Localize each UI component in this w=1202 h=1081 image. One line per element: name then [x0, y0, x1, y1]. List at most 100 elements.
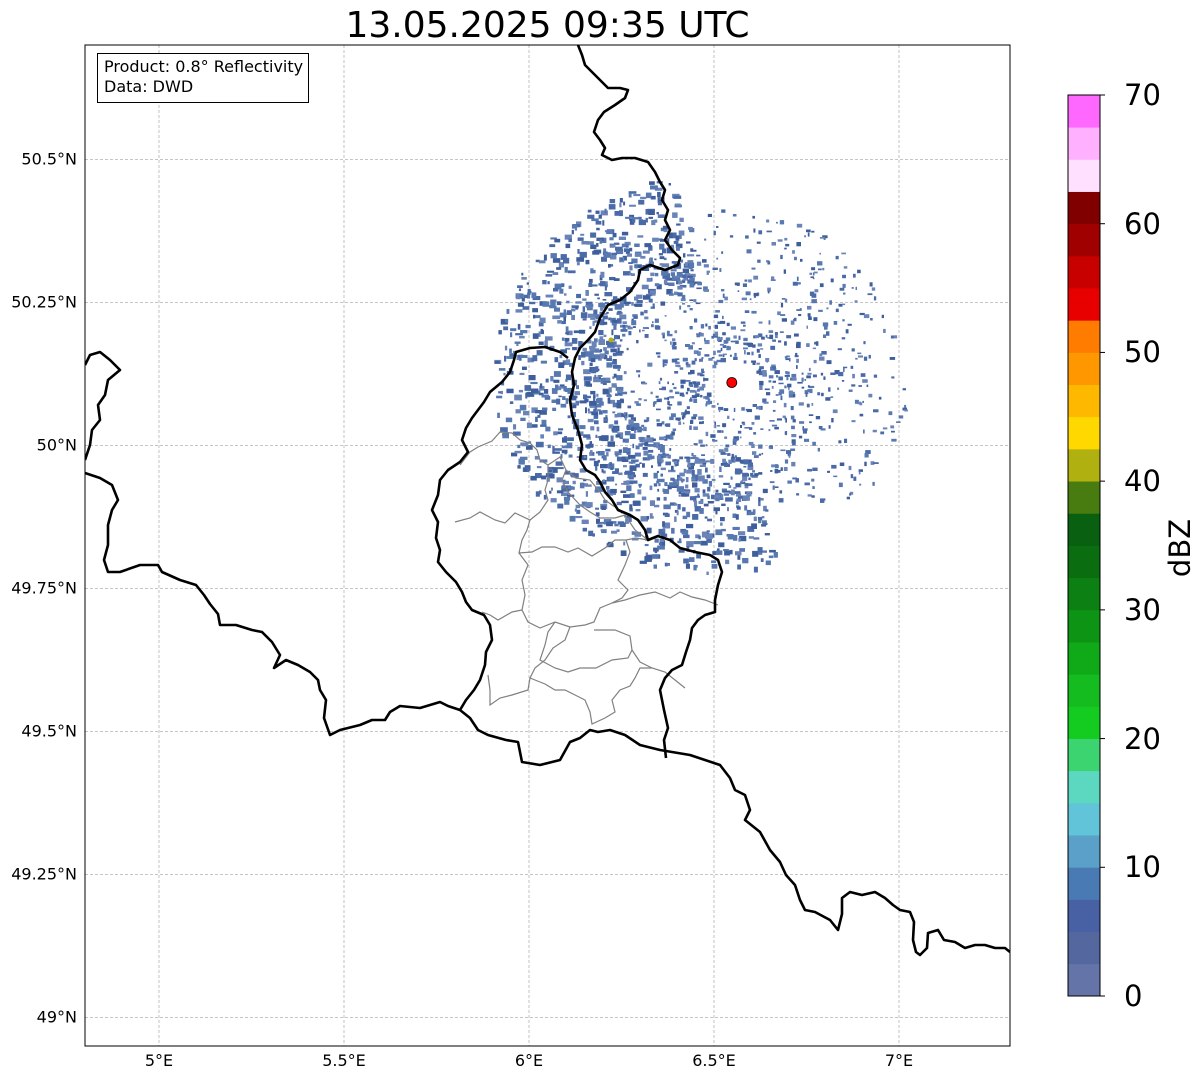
echo-cell: [872, 481, 875, 486]
echo-cell: [565, 243, 571, 249]
echo-cell: [686, 523, 694, 529]
echo-cell: [611, 383, 617, 388]
echo-cell: [545, 274, 553, 277]
echo-cell: [653, 402, 657, 405]
echo-cell: [729, 549, 733, 555]
echo-cell: [583, 376, 592, 381]
echo-cell: [617, 368, 620, 372]
echo-cell: [758, 354, 761, 358]
echo-cell: [621, 243, 629, 248]
echo-cell: [697, 381, 701, 385]
echo-cell: [772, 339, 776, 342]
echo-cell: [660, 467, 666, 471]
echo-cell: [546, 270, 555, 273]
echo-cell: [656, 419, 660, 422]
echo-cell: [783, 269, 786, 274]
echo-cell: [746, 491, 752, 497]
echo-cell: [571, 224, 577, 229]
echo-cell: [744, 483, 753, 486]
echo-cell: [684, 410, 690, 415]
echo-cell: [771, 242, 776, 246]
echo-cell: [792, 419, 796, 423]
echo-cell: [702, 421, 704, 424]
echo-cell: [540, 434, 544, 439]
echo-cell: [705, 467, 708, 473]
echo-cell: [628, 262, 633, 264]
echo-cell: [519, 355, 528, 358]
echo-cell: [873, 374, 878, 378]
echo-cell: [561, 363, 565, 366]
echo-cell: [626, 452, 631, 455]
echo-cell: [719, 268, 722, 272]
echo-cell: [742, 476, 748, 481]
echo-cell: [811, 495, 815, 498]
echo-cell: [779, 220, 785, 225]
echo-cell: [723, 482, 730, 485]
echo-cell: [731, 453, 734, 458]
echo-cell: [680, 379, 686, 384]
echo-cell: [694, 500, 698, 507]
echo-cell: [506, 309, 510, 314]
echo-cell: [807, 385, 810, 388]
echo-cell: [602, 470, 606, 474]
echo-cell: [515, 409, 521, 414]
echo-cell: [714, 331, 718, 336]
echo-cell: [642, 447, 648, 450]
echo-cell: [540, 424, 547, 427]
echo-cell: [648, 245, 653, 251]
echo-cell: [808, 414, 814, 416]
echo-cell: [564, 234, 572, 240]
echo-cell: [624, 302, 630, 306]
echo-cell: [668, 233, 673, 239]
echo-cell: [626, 480, 634, 485]
echo-cell: [589, 441, 592, 446]
echo-cell: [623, 494, 630, 498]
echo-cell: [832, 409, 838, 414]
echo-cell: [795, 478, 799, 483]
echo-cell: [661, 533, 668, 537]
echo-cell: [671, 261, 679, 264]
echo-cell: [641, 496, 647, 501]
echo-cell: [620, 303, 624, 308]
echo-cell: [841, 380, 845, 382]
echo-cell: [591, 341, 597, 348]
echo-cell: [652, 237, 659, 242]
echo-cell: [564, 388, 569, 392]
echo-cell: [561, 445, 568, 449]
colorbar-segment: [1068, 191, 1100, 225]
echo-cell: [711, 335, 714, 339]
echo-cell: [727, 536, 735, 540]
echo-cell: [827, 470, 830, 473]
echo-cell: [857, 352, 862, 355]
echo-cell: [767, 290, 770, 294]
echo-cell: [752, 344, 756, 348]
echo-cell: [655, 395, 659, 398]
echo-cell: [572, 404, 577, 409]
echo-cell: [602, 410, 608, 414]
echo-cell: [722, 345, 727, 348]
echo-cell: [687, 387, 690, 392]
echo-cell: [628, 272, 633, 275]
echo-cell: [509, 348, 512, 354]
echo-cell: [596, 243, 599, 247]
echo-cell: [720, 517, 725, 522]
echo-cell: [723, 353, 727, 356]
echo-cell: [613, 364, 618, 368]
echo-cell: [687, 275, 693, 279]
echo-cell: [713, 361, 718, 365]
echo-cell: [784, 459, 789, 464]
echo-cell: [537, 414, 541, 418]
echo-cell: [555, 461, 563, 466]
echo-cell: [759, 385, 763, 390]
colorbar-segment: [1068, 835, 1100, 868]
echo-cell: [668, 469, 676, 473]
echo-cell: [600, 378, 606, 384]
echo-cell: [881, 314, 884, 319]
echo-cell: [573, 380, 578, 383]
echo-cell: [828, 425, 831, 429]
echo-cell: [801, 372, 804, 375]
echo-cell: [714, 324, 718, 329]
echo-cell: [631, 302, 634, 306]
echo-cell: [780, 303, 784, 308]
country-border: [85, 471, 1010, 957]
